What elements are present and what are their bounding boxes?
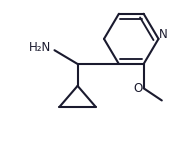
Text: H₂N: H₂N [29, 41, 51, 54]
Text: N: N [159, 28, 168, 41]
Text: O: O [133, 82, 142, 95]
